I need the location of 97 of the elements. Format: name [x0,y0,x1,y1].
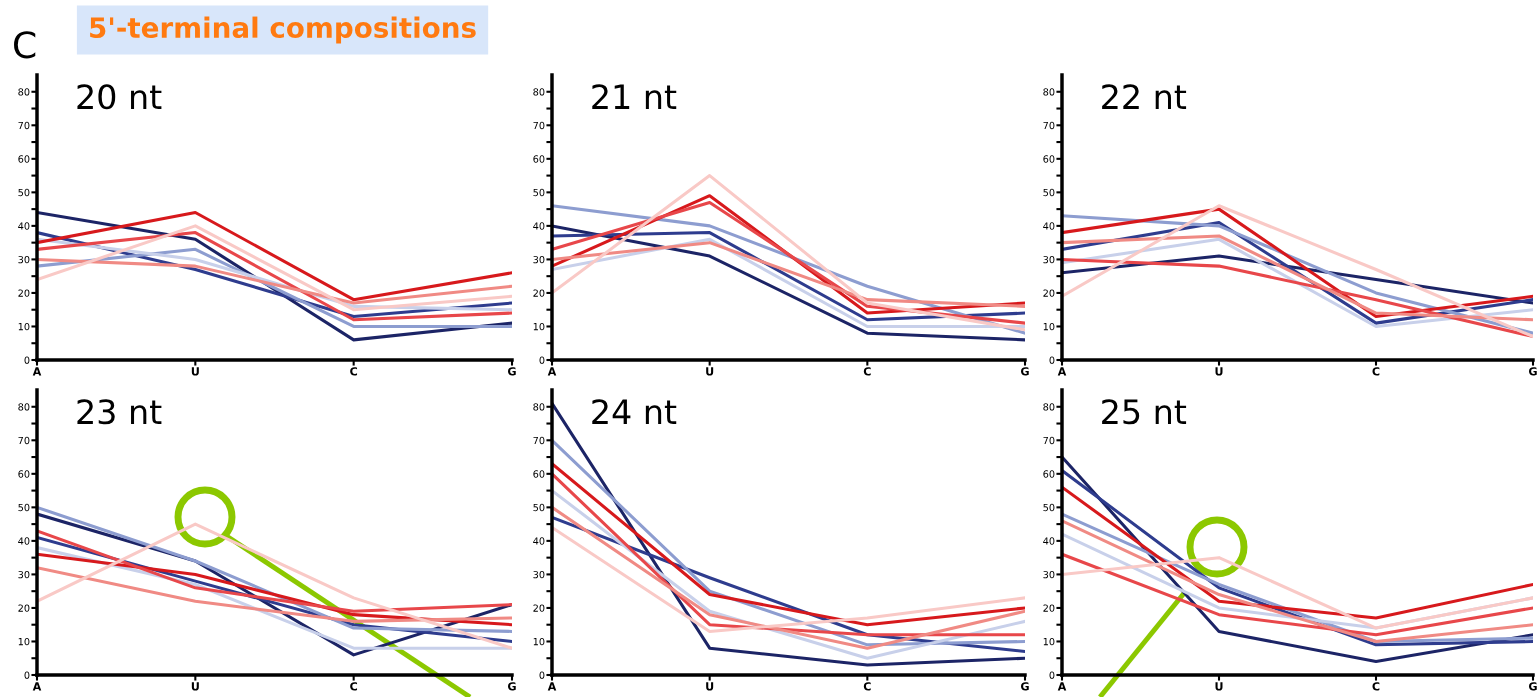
y-tick-label: 0 [1049,671,1055,679]
y-tick-label: 0 [24,671,30,679]
y-tick-label: 30 [1043,255,1055,264]
y-tick-label: 50 [1043,503,1055,512]
y-tick-label: 10 [18,322,30,331]
y-tick-label: 30 [18,255,30,264]
y-tick-label: 80 [1043,403,1055,411]
x-tick-label: G [1528,367,1537,376]
x-tick-label: G [507,367,516,376]
chart-title: 23 nt [77,399,162,425]
x-tick-label: U [1215,367,1223,376]
x-tick-label: U [1215,682,1223,691]
y-tick-label: 80 [533,88,545,96]
x-tick-label: U [706,682,714,691]
line-series [37,529,512,613]
x-tick-label: U [191,367,199,376]
x-tick-label: C [1372,367,1380,376]
y-tick-label: 80 [1043,88,1055,96]
line-series [552,224,1025,342]
text: 5'-terminal compositions [90,16,476,44]
y-tick-label: 80 [18,403,30,411]
y-tick-label: 50 [533,503,545,512]
y-tick-label: 30 [533,570,545,579]
y-tick-label: 70 [533,436,545,445]
x-tick-label: G [507,682,516,691]
y-tick-label: 70 [1043,121,1055,130]
y-tick-label: 10 [533,637,545,646]
y-tick-label: 80 [533,403,545,411]
y-tick-label: 60 [533,470,545,478]
y-tick-label: 30 [18,570,30,579]
line-series [552,174,1025,332]
y-tick-label: 40 [533,222,545,230]
y-tick-label: 20 [1043,289,1055,297]
x-tick-label: A [32,367,42,376]
y-tick-label: 50 [1043,188,1055,197]
y-tick-label: 0 [539,671,545,679]
x-tick-label: C [350,682,358,691]
line-series [552,401,1025,667]
line-series [37,257,512,305]
chart-title: 24 nt [592,399,677,424]
x-tick-label: G [1020,367,1029,376]
y-tick-label: 60 [1043,155,1055,163]
x-tick-label: A [547,682,557,691]
y-tick-label: 40 [533,537,545,545]
y-tick-label: 20 [533,604,545,612]
y-tick-label: 50 [18,188,30,197]
x-tick-label: C [1372,682,1380,691]
y-tick-label: 20 [18,604,30,612]
line-series [1062,485,1533,620]
y-tick-label: 40 [18,537,30,545]
y-tick-label: 10 [18,637,30,646]
chart-title: 22 nt [1102,84,1187,109]
y-tick-label: 70 [18,121,30,130]
chart-title: 20 nt [77,84,162,110]
y-tick-label: 50 [18,503,30,512]
y-tick-label: 60 [533,155,545,163]
line-series [552,525,1025,633]
x-tick-label: A [32,682,42,691]
x-tick-label: A [1057,682,1067,691]
y-tick-label: 60 [18,470,30,478]
y-tick-label: 50 [533,188,545,197]
y-tick-label: 10 [1043,637,1055,646]
y-tick-label: 10 [533,322,545,331]
y-tick-label: 20 [1043,604,1055,612]
y-tick-label: 60 [1043,470,1055,478]
y-tick-label: 70 [18,436,30,445]
line-series [552,241,1025,308]
line-series [37,566,512,623]
y-tick-label: 20 [18,289,30,297]
x-tick-label: U [191,682,199,691]
y-tick-label: 40 [1043,222,1055,230]
y-tick-label: 60 [18,155,30,163]
y-tick-label: 0 [1049,356,1055,364]
line-series [37,210,512,302]
y-tick-label: 0 [24,356,30,364]
y-tick-label: 70 [1043,436,1055,445]
y-tick-label: 40 [18,222,30,230]
line-series [1062,257,1533,339]
y-tick-label: 10 [1043,322,1055,331]
x-tick-label: A [1057,367,1067,376]
x-tick-label: A [547,367,557,376]
y-tick-label: 0 [539,356,545,364]
x-tick-label: G [1528,682,1537,691]
x-tick-label: C [863,682,871,691]
y-tick-label: 20 [533,289,545,297]
text: C [14,31,36,59]
y-tick-label: 70 [533,121,545,130]
x-tick-label: G [1020,682,1029,691]
x-tick-label: C [350,367,358,376]
y-tick-label: 40 [1043,537,1055,545]
y-tick-label: 80 [18,88,30,96]
chart-title: 25 nt [1102,399,1187,425]
x-tick-label: C [863,367,871,376]
chart-title: 21 nt [592,84,677,109]
y-tick-label: 30 [1043,570,1055,579]
y-tick-label: 30 [533,255,545,264]
x-tick-label: U [706,367,714,376]
